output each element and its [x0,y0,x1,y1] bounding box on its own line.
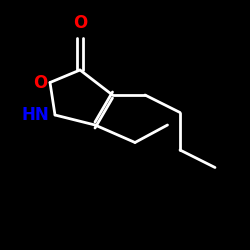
Text: HN: HN [21,106,49,124]
Text: O: O [33,74,47,92]
Text: O: O [73,14,87,32]
